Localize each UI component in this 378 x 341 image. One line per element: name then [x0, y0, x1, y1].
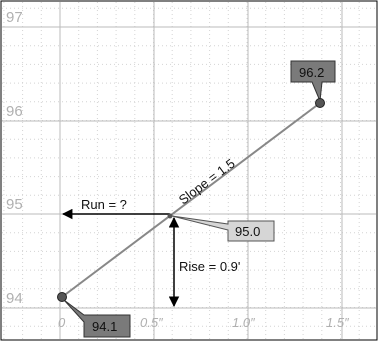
y-tick-97: 97 [6, 9, 23, 26]
y-tick-96: 96 [6, 103, 23, 120]
x-axis-ticks: 0 0.5″ 1.0″ 1.5″ [58, 315, 349, 330]
callout-94-1-text: 94.1 [92, 319, 117, 334]
minor-grid [2, 2, 376, 339]
y-axis-ticks: 97 96 95 94 [6, 9, 23, 307]
callout-96-2-box [290, 60, 336, 102]
callout-94-1-box [63, 299, 131, 338]
x-tick-1-5: 1.5″ [326, 315, 349, 330]
callout-95-0-box [171, 215, 275, 242]
slope-line [61, 102, 321, 298]
point-96-2 [315, 98, 325, 108]
callout-94-1: 94.1 [63, 299, 131, 338]
point-94-1 [57, 292, 67, 302]
x-tick-0: 0 [58, 315, 66, 330]
callout-96-2-text: 96.2 [299, 65, 324, 80]
y-tick-94: 94 [6, 290, 23, 307]
y-tick-95: 95 [6, 196, 23, 213]
rise-label: Rise = 0.9' [179, 259, 240, 274]
callout-95-0-text: 95.0 [235, 224, 260, 239]
x-tick-1-0: 1.0″ [232, 315, 255, 330]
point-95-0 [167, 213, 173, 219]
run-label: Run = ? [81, 197, 127, 212]
callout-95-0: 95.0 [171, 215, 275, 242]
callout-96-2: 96.2 [290, 60, 336, 102]
x-tick-0-5: 0.5″ [140, 315, 163, 330]
